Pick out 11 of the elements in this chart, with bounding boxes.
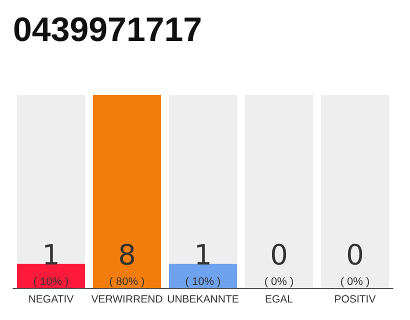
data-label: 0 ( 0% ) bbox=[264, 238, 294, 288]
data-label: 1 ( 10% ) bbox=[33, 238, 69, 288]
data-label: 1 ( 10% ) bbox=[185, 238, 221, 288]
x-tick-label: UNBEKANNTE bbox=[167, 294, 239, 306]
x-tick-label: NEGATIV bbox=[28, 294, 74, 306]
x-tick-label: VERWIRREND bbox=[91, 294, 164, 306]
x-tick-label: EGAL bbox=[264, 294, 294, 306]
data-label: 0 ( 0% ) bbox=[340, 238, 370, 288]
chart-title: 0439971717 bbox=[13, 11, 202, 49]
x-tick-label: POSITIV bbox=[334, 294, 376, 306]
data-label: 8 ( 80% ) bbox=[109, 238, 145, 288]
